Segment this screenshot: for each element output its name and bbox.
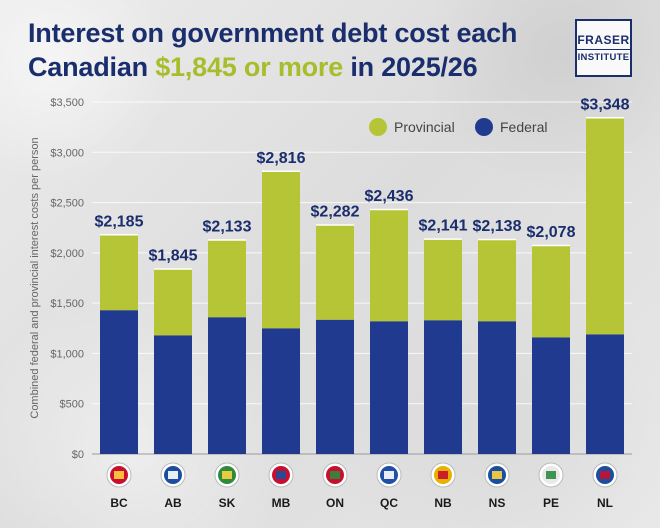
x-tick-label: QC bbox=[380, 496, 398, 510]
bar-federal-on bbox=[316, 319, 354, 454]
total-label-bc: $2,185 bbox=[95, 213, 144, 230]
y-axis-ticks: $0 $500 $1,000 $1,500 $2,000 $2,500 $3,000 $3,5… bbox=[50, 97, 84, 461]
y-axis-title: Combined federal and provincial interest… bbox=[29, 137, 41, 418]
bar-federal-ab bbox=[154, 335, 192, 454]
logo-line1: FRASER bbox=[577, 33, 630, 50]
flag-pe-icon bbox=[538, 462, 564, 488]
bar-provincial-nb bbox=[424, 238, 462, 321]
bar-federal-sk bbox=[208, 317, 246, 454]
y-tick-label: $3,000 bbox=[50, 147, 84, 159]
x-tick-label: NB bbox=[434, 496, 452, 510]
y-tick-label: $1,000 bbox=[50, 348, 84, 360]
x-tick-label: AB bbox=[164, 496, 182, 510]
bar-federal-nb bbox=[424, 320, 462, 454]
legend-label-provincial: Provincial bbox=[394, 119, 455, 135]
chart-title: Interest on government debt cost each Ca… bbox=[28, 16, 548, 84]
flag-mb-icon bbox=[268, 462, 294, 488]
flag-ab-icon bbox=[160, 462, 186, 488]
flag-nl-icon bbox=[592, 462, 618, 488]
bar-provincial-ab bbox=[154, 268, 192, 336]
bar-provincial-mb bbox=[262, 170, 300, 329]
y-tick-label: $3,500 bbox=[50, 97, 84, 109]
total-label-sk: $2,133 bbox=[203, 218, 252, 235]
legend-label-federal: Federal bbox=[500, 119, 547, 135]
total-label-on: $2,282 bbox=[311, 203, 360, 220]
bar-federal-qc bbox=[370, 321, 408, 454]
bar-provincial-qc bbox=[370, 209, 408, 322]
total-label-pe: $2,078 bbox=[527, 224, 576, 241]
fraser-institute-logo: FRASER INSTITUTE bbox=[575, 19, 632, 77]
bar-provincial-ns bbox=[478, 238, 516, 322]
x-axis-labels: BC AB SK MB ON QC NB NS PE NL bbox=[110, 496, 613, 510]
x-tick-label: NL bbox=[597, 496, 613, 510]
bar-federal-bc bbox=[100, 310, 138, 454]
legend-swatch-provincial bbox=[369, 118, 387, 136]
total-label-nb: $2,141 bbox=[419, 218, 468, 235]
y-tick-label: $2,500 bbox=[50, 198, 84, 210]
title-line2-post: in 2025/26 bbox=[343, 52, 478, 82]
flag-qc-icon bbox=[376, 462, 402, 488]
bar-provincial-nl bbox=[586, 117, 624, 335]
flag-on-icon bbox=[322, 462, 348, 488]
flag-ns-icon bbox=[484, 462, 510, 488]
bar-provincial-sk bbox=[208, 239, 246, 318]
x-tick-label: BC bbox=[110, 496, 128, 510]
x-tick-label: MB bbox=[272, 496, 291, 510]
total-label-ns: $2,138 bbox=[473, 218, 522, 235]
legend-swatch-federal bbox=[475, 118, 493, 136]
title-line1: Interest on government debt cost each bbox=[28, 18, 518, 48]
title-line2-pre: Canadian bbox=[28, 52, 156, 82]
total-label-qc: $2,436 bbox=[365, 188, 414, 205]
total-label-nl: $3,348 bbox=[581, 96, 630, 113]
logo-line2: INSTITUTE bbox=[577, 51, 630, 63]
y-tick-label: $0 bbox=[72, 449, 84, 461]
x-tick-label: ON bbox=[326, 496, 344, 510]
x-tick-label: SK bbox=[219, 496, 236, 510]
flag-nb-icon bbox=[430, 462, 456, 488]
y-tick-label: $500 bbox=[60, 399, 84, 411]
x-tick-label: NS bbox=[489, 496, 506, 510]
legend: Provincial Federal bbox=[369, 118, 547, 136]
bar-federal-mb bbox=[262, 328, 300, 454]
bar-federal-nl bbox=[586, 334, 624, 454]
flag-bc-icon bbox=[106, 462, 132, 488]
title-highlight: $1,845 or more bbox=[155, 52, 344, 82]
bar-provincial-on bbox=[316, 224, 354, 320]
x-tick-label: PE bbox=[543, 496, 559, 510]
total-label-mb: $2,816 bbox=[257, 150, 306, 167]
province-flags bbox=[106, 462, 618, 488]
total-label-ab: $1,845 bbox=[149, 247, 198, 264]
bar-provincial-bc bbox=[100, 234, 138, 311]
y-tick-label: $2,000 bbox=[50, 248, 84, 260]
bars: $2,185 $1,845 $2,133 $2,816 $2,282 $2,436 $2,1… bbox=[95, 96, 630, 454]
flag-sk-icon bbox=[214, 462, 240, 488]
bar-federal-ns bbox=[478, 321, 516, 454]
bar-provincial-pe bbox=[532, 245, 570, 338]
y-tick-label: $1,500 bbox=[50, 298, 84, 310]
bar-federal-pe bbox=[532, 337, 570, 454]
